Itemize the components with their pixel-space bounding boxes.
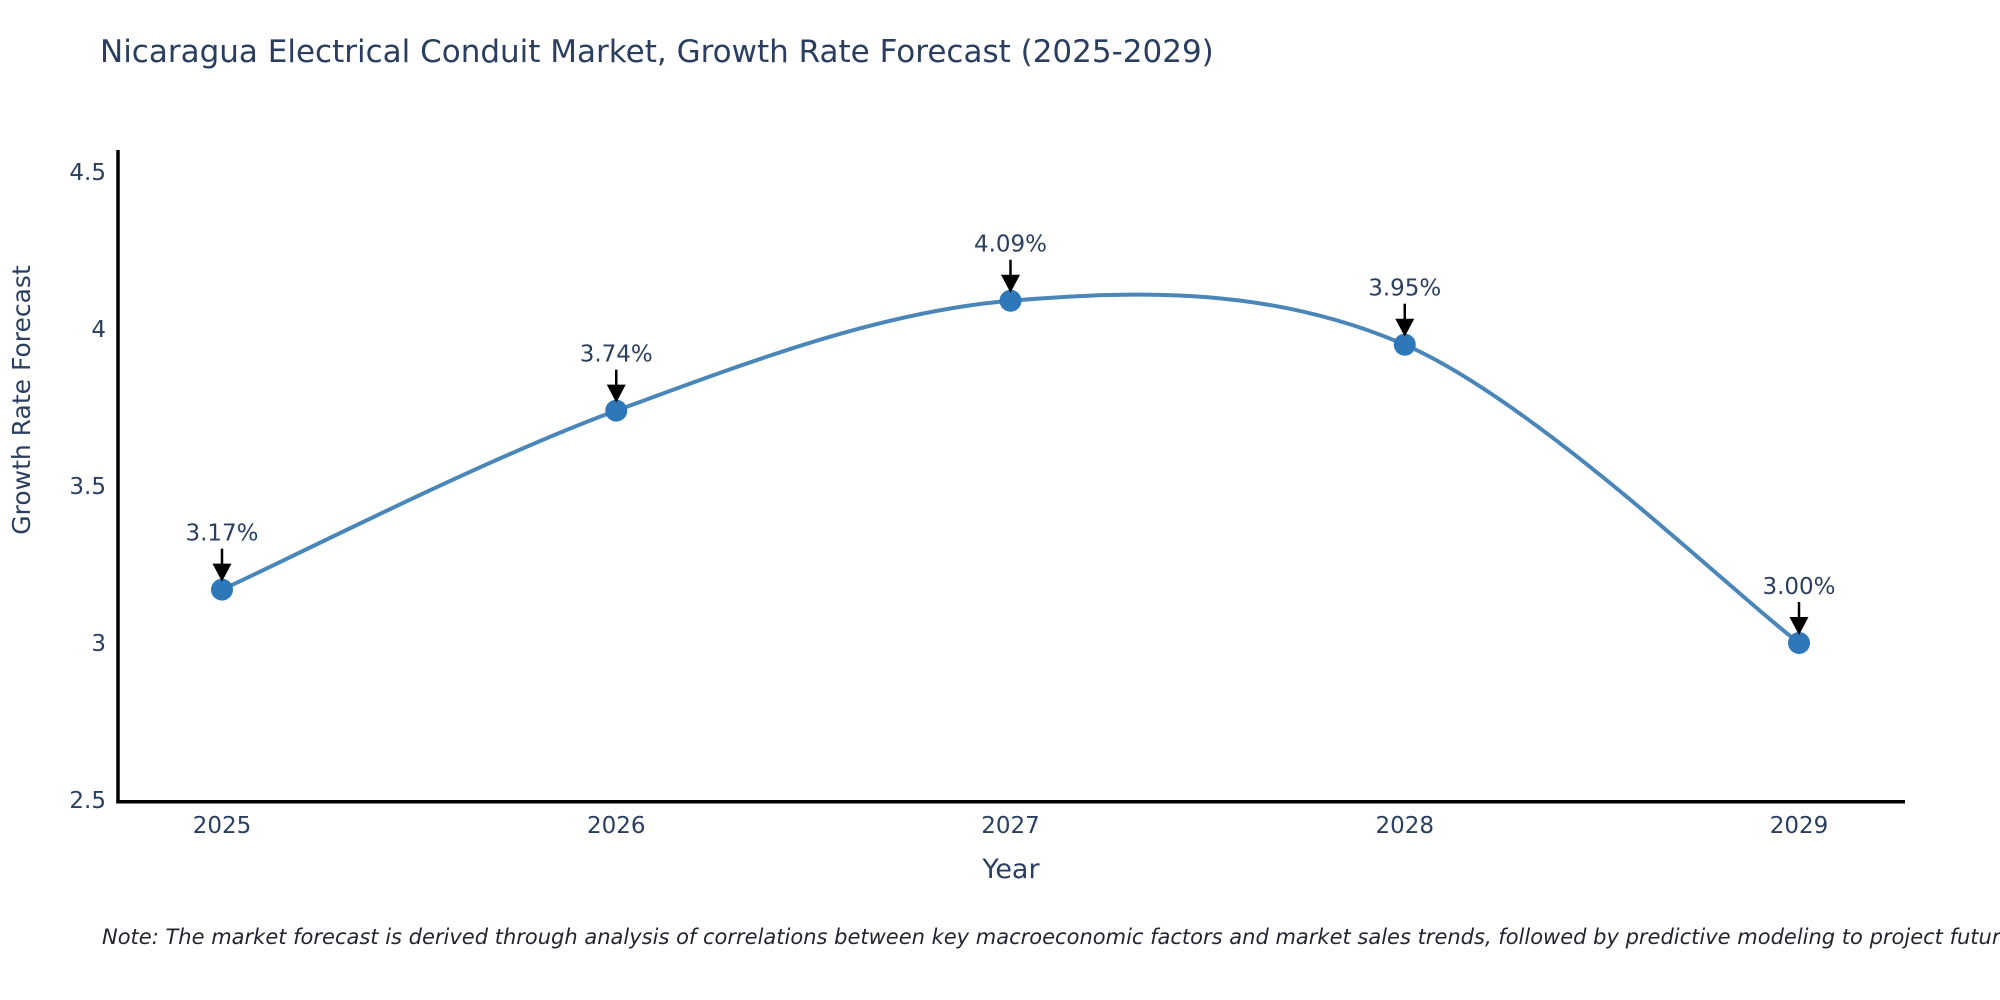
- x-axis-title: Year: [981, 854, 1040, 885]
- annotation-arrowhead-icon: [1395, 318, 1415, 337]
- y-tick-label-3.5: 3.5: [69, 474, 106, 500]
- y-tick-label-3: 3: [91, 631, 106, 657]
- chart-title: Nicaragua Electrical Conduit Market, Gro…: [100, 34, 1214, 70]
- x-tick-label-2025: 2025: [193, 813, 252, 839]
- forecast-line: [220, 292, 1801, 645]
- annotation-label-2026: 3.74%: [580, 342, 653, 368]
- footnote: Note: The market forecast is derived thr…: [102, 925, 2000, 949]
- x-tick-label-2027: 2027: [981, 813, 1040, 839]
- annotation-2029: 3.00%: [1762, 574, 1836, 635]
- annotation-2025: 3.17%: [185, 521, 259, 582]
- x-tick-label-2029: 2029: [1770, 813, 1829, 839]
- annotation-arrowhead-icon: [1789, 617, 1809, 635]
- annotation-label-2028: 3.95%: [1368, 276, 1441, 302]
- annotation-label-2027: 4.09%: [974, 232, 1047, 258]
- annotation-label-2029: 3.00%: [1762, 574, 1835, 600]
- data-point-2028: [1393, 333, 1416, 356]
- annotation-label-2025: 3.17%: [185, 521, 258, 547]
- y-tick-label-2.5: 2.5: [69, 788, 106, 814]
- annotation-2028: 3.95%: [1368, 276, 1441, 337]
- annotation-2026: 3.74%: [580, 342, 653, 403]
- annotation-arrowhead-icon: [1001, 274, 1020, 293]
- data-point-2026: [605, 399, 628, 422]
- x-tick-label-2028: 2028: [1375, 813, 1434, 839]
- data-point-2027: [999, 289, 1022, 312]
- annotation-2027: 4.09%: [974, 232, 1047, 293]
- data-points: [211, 289, 1810, 654]
- annotation-arrowhead-icon: [212, 563, 232, 582]
- data-point-2029: [1788, 632, 1810, 654]
- y-axis-title: Growth Rate Forecast: [7, 265, 36, 535]
- y-tick-label-4.5: 4.5: [69, 160, 106, 186]
- annotation-arrowhead-icon: [606, 384, 626, 403]
- x-tick-labels: 2025 2026 2027 2028 2029: [193, 813, 1829, 839]
- y-tick-labels: 2.5 3 3.5 4 4.5: [69, 160, 106, 814]
- y-tick-label-4: 4: [91, 317, 106, 343]
- data-point-2025: [211, 578, 233, 601]
- x-tick-label-2026: 2026: [587, 813, 646, 839]
